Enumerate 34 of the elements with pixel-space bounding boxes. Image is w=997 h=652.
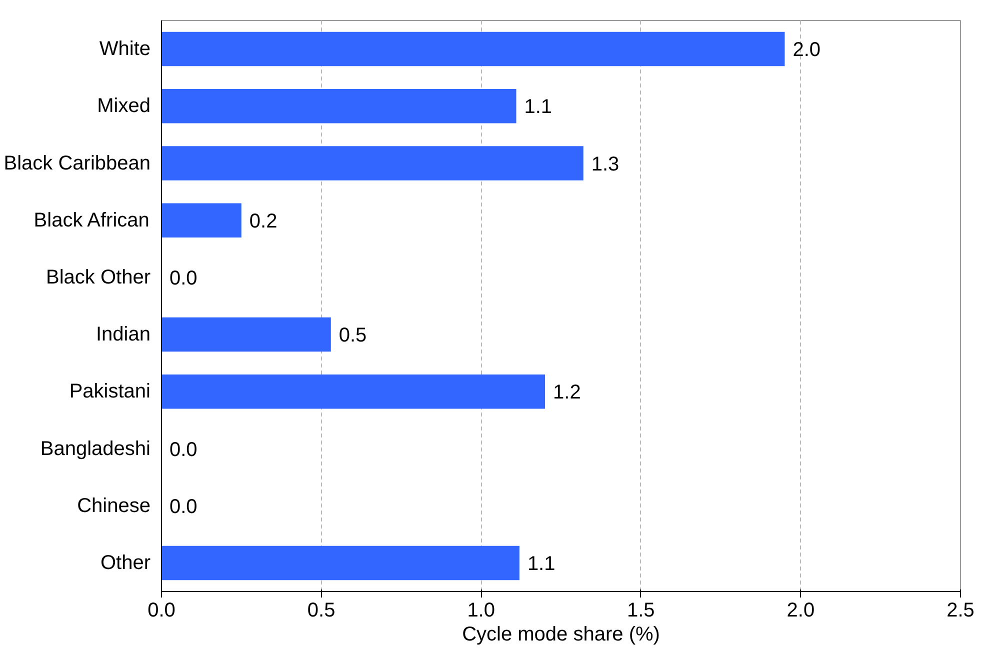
bar: [162, 89, 516, 124]
bar: [162, 546, 520, 580]
bar: [162, 374, 546, 409]
y-tick-label: Black Other: [46, 266, 151, 288]
y-tick-label: Other: [100, 552, 151, 574]
bar: [162, 146, 584, 180]
y-tick-label: Black African: [34, 209, 150, 232]
data-label: 1.2: [553, 382, 581, 404]
data-label: 1.1: [524, 96, 552, 118]
y-tick-label: White: [99, 38, 150, 60]
text: 2.5: [946, 600, 974, 622]
data-label: 1.1: [527, 552, 556, 575]
data-label: 0.2: [249, 210, 278, 232]
text: 1.0: [467, 600, 496, 622]
bar: [162, 317, 331, 352]
text: 0.0: [148, 600, 176, 622]
text: 2.0: [786, 600, 815, 622]
y-tick-label: Indian: [96, 324, 151, 346]
y-tick-label: Pakistani: [69, 380, 151, 403]
data-label: 0.5: [338, 324, 367, 347]
y-tick-label: Chinese: [77, 494, 151, 517]
y-tick-label: Black Caribbean: [4, 152, 150, 174]
data-label: 0.0: [170, 496, 198, 518]
y-tick-label: Bangladeshi: [40, 438, 151, 460]
data-label: 0.0: [170, 267, 198, 290]
data-label: 2.0: [792, 39, 821, 62]
text: 0.5: [307, 600, 336, 622]
data-label: 1.3: [591, 153, 620, 176]
x-axis-title: Cycle mode share (%): [462, 624, 660, 646]
data-label: 0.0: [170, 438, 198, 461]
text: 1.5: [627, 600, 655, 622]
bar: [162, 203, 242, 238]
y-tick-label: Mixed: [97, 95, 151, 118]
bar: [162, 32, 785, 66]
